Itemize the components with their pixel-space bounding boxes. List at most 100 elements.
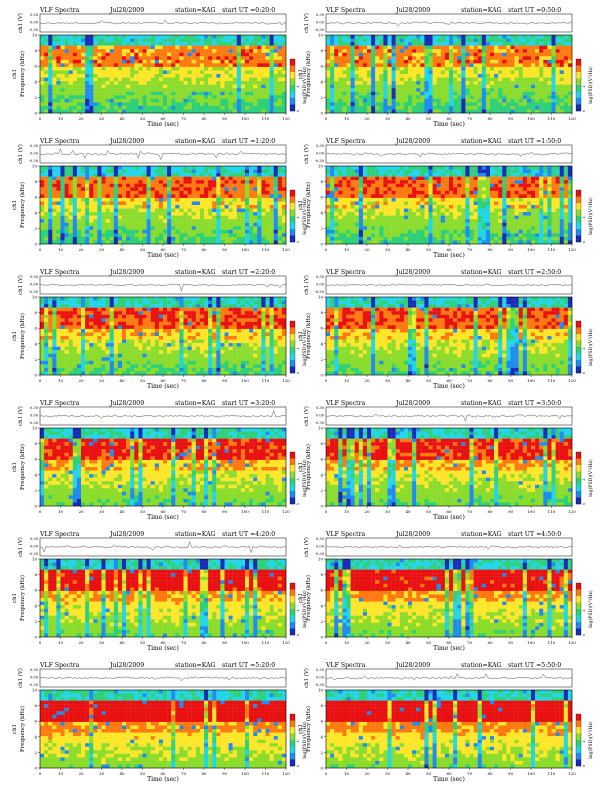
spectrogram-cell: [225, 198, 229, 202]
spectrogram-cell: [61, 60, 65, 64]
spectrogram-cell: [330, 39, 334, 43]
spectrogram-cell: [241, 170, 245, 174]
spectrogram-cell: [192, 205, 196, 209]
spectrogram-cell: [375, 92, 379, 96]
spectrogram-cell: [437, 230, 441, 234]
spectrogram-cell: [266, 226, 270, 230]
spectrogram-cell: [114, 49, 118, 53]
spectrogram-cell: [388, 233, 392, 237]
spectrogram-cell: [400, 184, 404, 188]
spectrogram-cell: [44, 78, 48, 82]
spectrogram-cell: [93, 109, 97, 113]
spectrogram-cell: [229, 95, 233, 99]
spectrogram-cell: [81, 85, 85, 89]
spectrogram-cell: [118, 60, 122, 64]
spectrogram-cell: [371, 205, 375, 209]
spectrogram-cell: [77, 78, 81, 82]
spectrogram-cell: [81, 177, 85, 181]
spectrogram-cell: [147, 177, 151, 181]
spectrogram-cell: [441, 212, 445, 216]
spectrogram-cell: [220, 223, 224, 227]
spectrogram-cell: [396, 226, 400, 230]
y-tick-label: 8: [34, 48, 37, 53]
spectrogram-cell: [383, 205, 387, 209]
spectrogram-cell: [89, 99, 93, 103]
spectrogram-cell: [69, 166, 73, 170]
spectrogram-cell: [408, 49, 412, 53]
spectrogram-cell: [233, 74, 237, 78]
spectrogram-cell: [225, 233, 229, 237]
spectrogram-cell: [383, 223, 387, 227]
spectrogram-cell: [249, 191, 253, 195]
spectrogram-cell: [261, 102, 265, 106]
spectrogram-cell: [220, 99, 224, 103]
spectrogram-cell: [330, 70, 334, 74]
spectrogram-cell: [151, 191, 155, 195]
x-tick-label: 80: [201, 247, 207, 252]
spectrogram-cell: [143, 212, 147, 216]
spectrogram-cell: [375, 173, 379, 177]
spectrogram-cell: [122, 81, 126, 85]
spectrogram-cell: [274, 78, 278, 82]
spectrogram-cell: [89, 184, 93, 188]
spectrogram-cell: [388, 177, 392, 181]
spectrogram-cell: [175, 88, 179, 92]
spectrogram-cell: [383, 46, 387, 50]
spectrogram-cell: [375, 39, 379, 43]
spectrogram-cell: [482, 49, 486, 53]
spectrogram-cell: [392, 109, 396, 113]
spectrogram-cell: [326, 216, 330, 220]
spectrogram-cell: [502, 49, 506, 53]
spectrogram-cell: [77, 191, 81, 195]
spectrogram-cell: [81, 99, 85, 103]
spectrogram-cell: [482, 39, 486, 43]
spectrogram-cell: [338, 223, 342, 227]
spectrogram-cell: [270, 184, 274, 188]
spectrogram-cell: [445, 170, 449, 174]
x-tick-label: 10: [58, 116, 64, 121]
spectrogram-cell: [212, 42, 216, 46]
spectrogram-cell: [52, 78, 56, 82]
spectrogram-cell: [519, 56, 523, 60]
spectrogram-cell: [204, 53, 208, 57]
spectrogram-cell: [461, 39, 465, 43]
spectrogram-cell: [379, 39, 383, 43]
spectrogram-cell: [429, 173, 433, 177]
spectrogram-cell: [52, 194, 56, 198]
spectrogram-cell: [527, 99, 531, 103]
spectrogram-cell: [196, 237, 200, 241]
spectrogram-cell: [367, 180, 371, 184]
spectrogram-cell: [383, 170, 387, 174]
spectrogram-cell: [220, 49, 224, 53]
x-tick-label: 80: [487, 116, 493, 121]
spectrogram-cell: [515, 49, 519, 53]
spectrogram-cell: [347, 109, 351, 113]
spectrogram-cell: [433, 184, 437, 188]
colorbar-segment: [576, 105, 581, 112]
spectrogram-cell: [171, 209, 175, 213]
spectrogram-cell: [114, 226, 118, 230]
spectrogram-cell: [130, 46, 134, 50]
spectrogram-cell: [200, 219, 204, 223]
spectrogram-cell: [278, 233, 282, 237]
spectrogram-cell: [175, 233, 179, 237]
spectrogram-cell: [355, 216, 359, 220]
spectrogram-cell: [359, 49, 363, 53]
spectrogram-cell: [400, 53, 404, 57]
spectrogram-cells: [326, 166, 572, 244]
spectrogram-cell: [85, 166, 89, 170]
spectrogram-cell: [237, 35, 241, 39]
spectrogram-cell: [338, 216, 342, 220]
spectrogram-cell: [392, 194, 396, 198]
spectrogram-cell: [73, 201, 77, 205]
spectrogram-cell: [278, 219, 282, 223]
spectrogram-cell: [449, 212, 453, 216]
spectrogram-cell: [56, 109, 60, 113]
spectrogram-cell: [379, 70, 383, 74]
spectrogram-cell: [494, 92, 498, 96]
spectrogram-cell: [470, 106, 474, 110]
spectrogram-cell: [163, 81, 167, 85]
spectrogram-cell: [147, 212, 151, 216]
spectrogram-cell: [375, 230, 379, 234]
spectrogram-cell: [208, 184, 212, 188]
